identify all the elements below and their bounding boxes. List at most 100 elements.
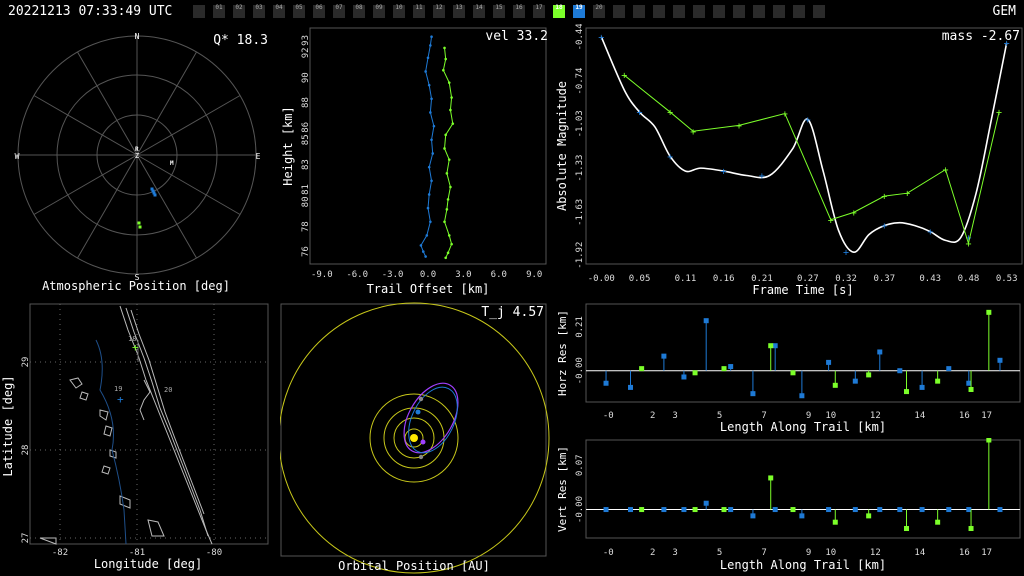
camera-06[interactable]: 06 xyxy=(313,4,325,18)
camera-label: 10 xyxy=(395,4,403,11)
height-point xyxy=(442,68,445,72)
residual-xtick: 2 xyxy=(650,548,655,558)
camera-slot-26[interactable] xyxy=(713,5,725,18)
height-point xyxy=(430,138,433,142)
magnitude-ytick: -1.03 xyxy=(575,110,585,137)
camera-12[interactable]: 12 xyxy=(433,4,445,18)
camera-label: 08 xyxy=(355,4,363,11)
camera-label: 09 xyxy=(375,4,383,11)
height-point xyxy=(443,46,446,50)
residual-point xyxy=(946,507,952,513)
camera-01[interactable]: 01 xyxy=(213,4,225,18)
height-point xyxy=(444,256,447,260)
sky-spoke xyxy=(33,95,138,156)
residual-point xyxy=(852,378,858,384)
camera-03[interactable]: 03 xyxy=(253,4,265,18)
camera-slot-30[interactable] xyxy=(793,5,805,18)
camera-slot-22[interactable] xyxy=(633,5,645,18)
magnitude-blue-point: + xyxy=(637,108,643,119)
residual-point xyxy=(966,507,972,513)
residual-ytick: -0.00 xyxy=(575,357,585,384)
sky-spoke xyxy=(77,51,138,156)
camera-label: 05 xyxy=(295,4,303,11)
sky-axis-label: Atmospheric Position [deg] xyxy=(42,279,230,293)
camera-14[interactable]: 14 xyxy=(473,4,485,18)
camera-slot-27[interactable] xyxy=(733,5,745,18)
camera-slot-23[interactable] xyxy=(653,5,665,18)
map-xtick: -81 xyxy=(129,548,145,558)
height-xtick: -3.0 xyxy=(382,270,404,280)
camera-09[interactable]: 09 xyxy=(373,4,385,18)
map-xtick: -82 xyxy=(52,548,68,558)
station-code: GEM xyxy=(992,4,1016,19)
residual-point xyxy=(768,343,774,349)
camera-slot-28[interactable] xyxy=(753,5,765,18)
residual-point xyxy=(897,368,903,374)
residual-point xyxy=(986,438,992,443)
camera-05[interactable]: 05 xyxy=(293,4,305,18)
sky-moon-label: M xyxy=(170,160,174,167)
height-point xyxy=(450,242,453,246)
residual-point xyxy=(935,519,941,525)
magnitude-green-point: + xyxy=(904,189,910,200)
camera-slot-25[interactable] xyxy=(693,5,705,18)
camera-20[interactable]: 20 xyxy=(593,4,605,18)
camera-02[interactable]: 02 xyxy=(233,4,245,18)
camera-07[interactable]: 07 xyxy=(333,4,345,18)
residual-point xyxy=(986,309,992,315)
camera-strip: 01 02 03 04 05 06 07 08 09 10 11 12 13 14 15 16 17 18 19 20 xyxy=(190,0,830,22)
station-marker-19: 19 xyxy=(114,385,122,393)
height-point xyxy=(445,208,449,211)
magnitude-xtick: 0.37 xyxy=(873,274,895,284)
residual-point xyxy=(897,507,903,513)
sky-point xyxy=(153,193,157,197)
camera-08[interactable]: 08 xyxy=(353,4,365,18)
camera-label: 19 xyxy=(575,4,583,11)
height-point xyxy=(419,244,423,247)
camera-15[interactable]: 15 xyxy=(493,4,505,18)
camera-label: 14 xyxy=(475,4,483,11)
height-point xyxy=(424,255,427,258)
camera-19[interactable]: 19 xyxy=(573,4,585,18)
residual-point xyxy=(768,475,774,481)
timestamp: 20221213 07:33:49 UTC xyxy=(8,4,173,19)
map-xtick: -80 xyxy=(206,548,222,558)
magnitude-xtick: 0.21 xyxy=(751,274,773,284)
sky-west-label: W xyxy=(15,152,20,161)
sky-point xyxy=(152,191,156,195)
height-point xyxy=(430,179,433,183)
camera-18[interactable]: 18 xyxy=(553,4,565,18)
magnitude-xtick: 0.32 xyxy=(835,274,857,284)
camera-04[interactable]: 04 xyxy=(273,4,285,18)
height-point xyxy=(427,83,431,87)
camera-slot-24[interactable] xyxy=(673,5,685,18)
camera-16[interactable]: 16 xyxy=(513,4,525,18)
residual-point xyxy=(772,507,778,513)
camera-11[interactable]: 11 xyxy=(413,4,425,18)
magnitude-ytick: -1.33 xyxy=(575,155,585,182)
camera-label: 06 xyxy=(315,4,323,11)
camera-slot-31[interactable] xyxy=(813,5,825,18)
sky-spoke xyxy=(136,95,241,156)
sky-spoke xyxy=(77,154,138,259)
residual-xtick: 5 xyxy=(717,548,722,558)
residual-point xyxy=(661,353,667,359)
camera-10[interactable]: 10 xyxy=(393,4,405,18)
camera-13[interactable]: 13 xyxy=(453,4,465,18)
magnitude-green-point: + xyxy=(942,165,948,176)
residual-xtick: 3 xyxy=(672,548,677,558)
height-point xyxy=(444,133,447,137)
magnitude-frame xyxy=(585,27,1023,265)
camera-slot-0[interactable] xyxy=(193,5,205,18)
map-ytick: 27 xyxy=(21,533,31,544)
camera-17[interactable]: 17 xyxy=(533,4,545,18)
height-point xyxy=(445,172,449,175)
station-marker-20: 20 xyxy=(164,386,172,394)
map-frame xyxy=(29,303,269,545)
height-point xyxy=(432,124,436,128)
camera-slot-21[interactable] xyxy=(613,5,625,18)
magnitude-blue-point: + xyxy=(927,227,933,238)
residual-point xyxy=(721,366,727,372)
camera-slot-29[interactable] xyxy=(773,5,785,18)
